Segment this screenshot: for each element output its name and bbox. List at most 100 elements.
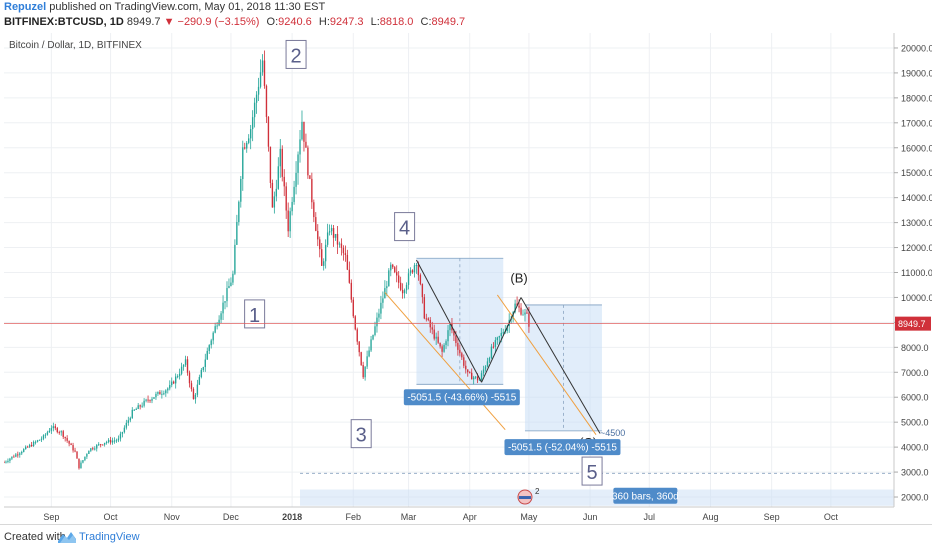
candle-body: [38, 439, 41, 441]
wave-label-3: 3: [356, 425, 367, 447]
candle-body: [374, 326, 376, 335]
range-label-c-bg: [504, 439, 621, 456]
candle-body: [107, 439, 110, 443]
created-with-text: Created with: [4, 531, 66, 543]
candle-body: [78, 458, 80, 469]
candle-body: [90, 448, 92, 451]
range-label-a-bg: [403, 389, 520, 406]
candle-body: [137, 405, 139, 409]
candle-body: [319, 239, 321, 250]
candle-body: [366, 356, 368, 367]
candle-body: [226, 288, 228, 302]
candle-body: [346, 254, 349, 270]
price-tick-label: 6000.0: [901, 393, 929, 403]
time-tick-label: Nov: [164, 512, 181, 522]
wave-line-c: [520, 297, 601, 434]
candle-body: [210, 340, 212, 346]
candle-body: [4, 462, 5, 464]
candle-body: [279, 148, 281, 167]
candle-body: [129, 418, 131, 421]
candle-body: [246, 142, 248, 149]
price-tick-label: 17000.0: [901, 118, 932, 128]
candle-body: [113, 440, 116, 442]
candle-body: [453, 330, 455, 336]
candle-body: [21, 451, 23, 454]
candle-body: [403, 290, 406, 294]
candle-body: [275, 188, 278, 197]
time-tick-label: Oct: [104, 512, 119, 522]
candle-body: [200, 369, 203, 378]
price-tick-label: 14000.0: [901, 193, 932, 203]
candle-body: [42, 435, 45, 439]
symbol-label: BITFINEX:BTCUSD, 1D: [4, 16, 124, 28]
candle-body: [407, 273, 410, 285]
candle-body: [242, 147, 244, 180]
candle-body: [103, 442, 106, 445]
candle-body: [317, 230, 319, 240]
wave-label-2: 2: [290, 45, 301, 67]
candle-body: [370, 339, 372, 351]
candle-body: [514, 303, 516, 312]
candle-body: [449, 323, 451, 331]
candle-body: [253, 102, 256, 118]
low-value: 8818.0: [379, 16, 414, 28]
candle-body: [455, 335, 457, 344]
down-arrow-icon: ▼: [163, 16, 175, 28]
candle-body: [232, 273, 234, 283]
candle-body: [378, 313, 380, 318]
candle-body: [397, 275, 400, 283]
author-name[interactable]: Repuzel: [4, 1, 47, 13]
candle-body: [315, 217, 317, 231]
candle-body: [186, 359, 189, 373]
price-tick-label: 13000.0: [901, 218, 932, 228]
candle-body: [384, 288, 386, 299]
candle-body: [11, 456, 13, 459]
candle-body: [301, 121, 303, 140]
candle-body: [401, 289, 404, 294]
candle-body: [76, 451, 78, 459]
candle-body: [143, 400, 145, 406]
event-badge-count: 2: [535, 487, 540, 496]
candle-body: [46, 432, 49, 435]
candle-body: [7, 460, 9, 462]
price-tick-label: 15000.0: [901, 168, 932, 178]
candle-body: [109, 439, 112, 443]
candle-body: [212, 332, 214, 341]
candle-body: [17, 454, 19, 456]
tradingview-brand[interactable]: TradingView: [79, 531, 140, 543]
candle-body: [441, 346, 443, 352]
candle-body: [218, 319, 220, 326]
candle-body: [34, 441, 37, 443]
candle-body: [392, 264, 394, 268]
candle-body: [498, 336, 501, 338]
candle-body: [409, 270, 412, 274]
candle-body: [60, 431, 62, 433]
close-label: C:: [420, 16, 432, 28]
tradingview-logo-icon[interactable]: [57, 529, 77, 545]
candle-body: [58, 432, 60, 434]
candle-body: [490, 346, 493, 359]
wave-label-box: [394, 212, 416, 242]
candle-body: [50, 428, 53, 431]
candle-body: [251, 117, 254, 130]
trend-line-orange-upper: [496, 294, 597, 435]
candle-body: [382, 298, 384, 303]
high-value: 9247.3: [329, 16, 364, 28]
candle-body: [214, 326, 216, 333]
candle-body: [332, 228, 335, 238]
last-price-marker: 8949.7: [4, 316, 931, 331]
price-chart[interactable]: Bitcoin / Dollar, 1D, BITFINEX 12345(A)(…: [0, 0, 932, 524]
candle-body: [427, 318, 429, 320]
time-axis[interactable]: Sep Oct Nov Dec 2018 Feb Mar Apr May Jun Jul Aug Sep…: [43, 512, 838, 522]
candle-body: [180, 366, 183, 374]
candle-body: [445, 341, 447, 345]
candle-body: [141, 405, 143, 407]
candle-body: [105, 442, 108, 444]
candle-body: [435, 336, 437, 339]
candle-body: [163, 393, 165, 395]
candle-body: [171, 381, 173, 386]
candle-body: [494, 340, 497, 347]
candle-body: [465, 365, 467, 370]
price-axis[interactable]: 2000.0 3000.0 4000.0 5000.0 6000.0 7000.0 8000…: [894, 43, 932, 503]
candle-body: [267, 116, 270, 147]
